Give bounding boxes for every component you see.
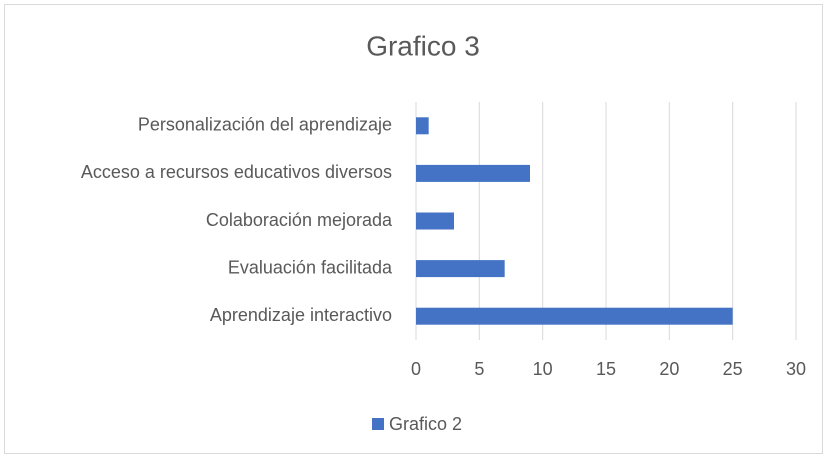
bar — [416, 260, 505, 278]
legend-swatch — [372, 418, 384, 430]
x-tick-label: 10 — [533, 359, 553, 379]
x-tick-label: 25 — [723, 359, 743, 379]
chart-title: Grafico 3 — [366, 30, 480, 61]
y-tick-label: Evaluación facilitada — [228, 257, 393, 277]
bar — [416, 117, 429, 135]
x-tick-label: 20 — [659, 359, 679, 379]
x-tick-label: 5 — [474, 359, 484, 379]
legend-label: Grafico 2 — [389, 414, 462, 434]
y-tick-label: Acceso a recursos educativos diversos — [81, 162, 392, 182]
y-tick-label: Aprendizaje interactivo — [210, 305, 392, 325]
bar — [416, 307, 733, 325]
chart-border — [4, 4, 823, 454]
x-tick-label: 30 — [786, 359, 806, 379]
x-tick-label: 15 — [596, 359, 616, 379]
bar — [416, 164, 530, 182]
x-tick-label: 0 — [411, 359, 421, 379]
y-tick-label: Personalización del aprendizaje — [138, 115, 392, 135]
bar — [416, 212, 454, 230]
y-tick-label: Colaboración mejorada — [206, 210, 393, 230]
